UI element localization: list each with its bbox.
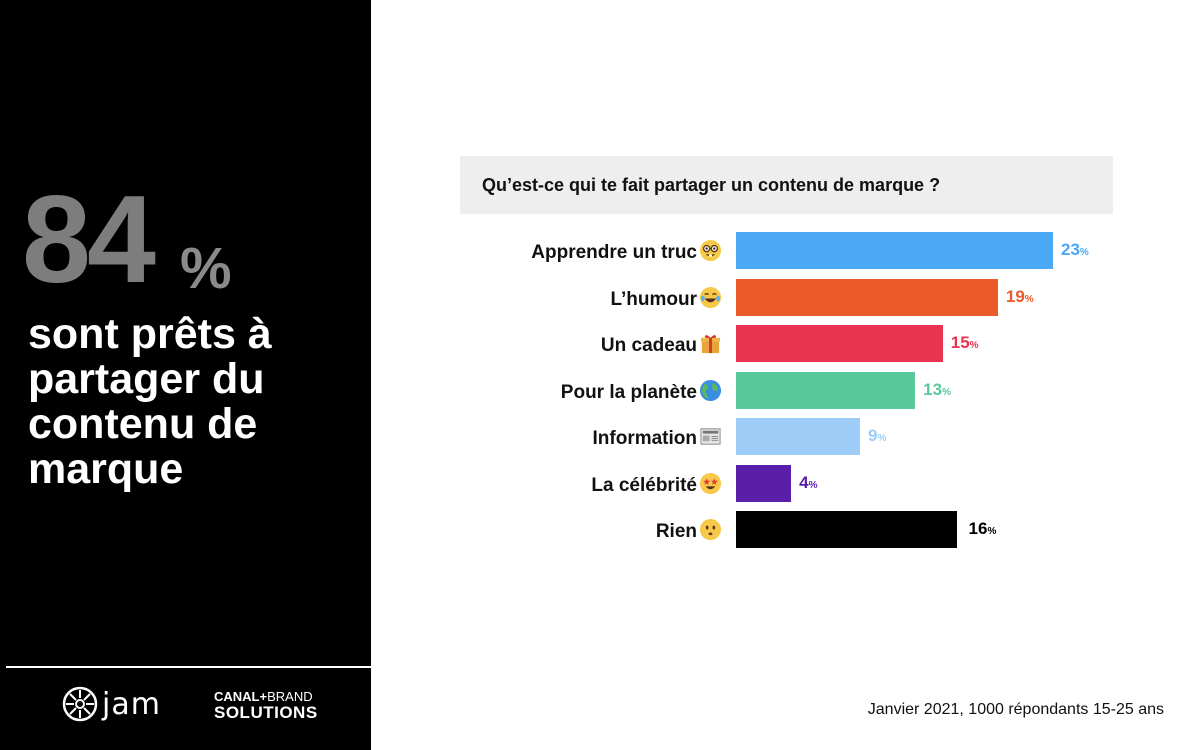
canal-logo-brand: BRAND — [267, 689, 313, 704]
highlight-text: sont prêts à partager du contenu de marq… — [28, 310, 272, 493]
canal-logo-main: CANAL+ — [214, 689, 268, 704]
bar-value-label: 13% — [923, 380, 951, 400]
bar-value-unit: % — [1079, 247, 1089, 258]
category-label-text: Un cadeau — [600, 335, 697, 356]
divider — [6, 666, 371, 668]
jam-logo: jam — [62, 686, 161, 722]
bar-value-unit: % — [1024, 293, 1034, 305]
bar-value-number: 16 — [968, 519, 988, 538]
bar — [736, 325, 943, 362]
footnote: Janvier 2021, 1000 répondants 15-25 ans — [867, 701, 1164, 718]
globe-icon — [699, 379, 722, 402]
category-label: Apprendre un truc — [531, 239, 722, 264]
jam-icon — [62, 686, 98, 722]
bar — [736, 232, 1053, 269]
neutral-face-icon — [699, 518, 722, 541]
bar-value-number: 15 — [950, 333, 970, 352]
category-label-text: Information — [592, 428, 698, 449]
bar-value-unit: % — [969, 340, 979, 351]
category-label-text: Pour la planète — [560, 381, 697, 403]
bar — [736, 278, 998, 316]
category-label-text: L’humour — [610, 288, 697, 310]
bar-value-number: 9 — [868, 426, 878, 445]
highlight-percent: % — [180, 236, 232, 301]
canal-brand-solutions-logo: CANAL+BRAND SOLUTIONS — [214, 690, 318, 721]
canal-logo-solutions: SOLUTIONS — [214, 703, 318, 722]
bar-value-number: 13 — [923, 379, 943, 399]
category-label: Pour la planète — [561, 379, 722, 404]
category-label: Un cadeau — [601, 332, 722, 357]
category-label: L’humour — [610, 286, 722, 311]
bar-value-label: 9% — [868, 426, 886, 446]
category-label: Rien — [656, 518, 722, 543]
category-label-text: Rien — [655, 521, 697, 542]
category-label-text: Apprendre un truc — [531, 242, 697, 263]
bar-value-unit: % — [877, 433, 887, 444]
category-label: Information — [593, 425, 723, 450]
category-label: La célébrité — [591, 472, 722, 497]
bar-value-label: 16% — [969, 519, 997, 539]
jam-logo-text: jam — [102, 686, 161, 722]
newspaper-icon — [699, 425, 722, 448]
bar — [736, 511, 957, 548]
bar-value-label: 23% — [1061, 240, 1089, 260]
bar-value-unit: % — [808, 479, 818, 491]
bar-value-unit: % — [987, 526, 997, 537]
chart-title: Qu’est-ce qui te fait partager un conten… — [482, 175, 941, 195]
left-panel: 84 % sont prêts à partager du contenu de… — [0, 0, 371, 750]
gift-icon — [699, 332, 722, 355]
bar — [736, 418, 861, 455]
nerd-face-icon — [699, 239, 722, 262]
star-struck-icon — [699, 472, 722, 495]
bar-value-unit: % — [942, 386, 951, 398]
bar-value-label: 19% — [1006, 287, 1034, 307]
bar — [736, 464, 792, 502]
bar-value-number: 19 — [1005, 286, 1025, 306]
bar-value-label: 4% — [799, 473, 817, 493]
bar-value-number: 4 — [799, 472, 809, 492]
bar-value-number: 23 — [1061, 240, 1080, 259]
bar-value-label: 15% — [951, 333, 979, 353]
highlight-number: 84 — [22, 171, 156, 309]
chart-title-box: Qu’est-ce qui te fait partager un conten… — [460, 156, 1113, 214]
bar — [736, 371, 916, 409]
tears-of-joy-icon — [699, 286, 722, 309]
category-label-text: La célébrité — [591, 474, 697, 496]
